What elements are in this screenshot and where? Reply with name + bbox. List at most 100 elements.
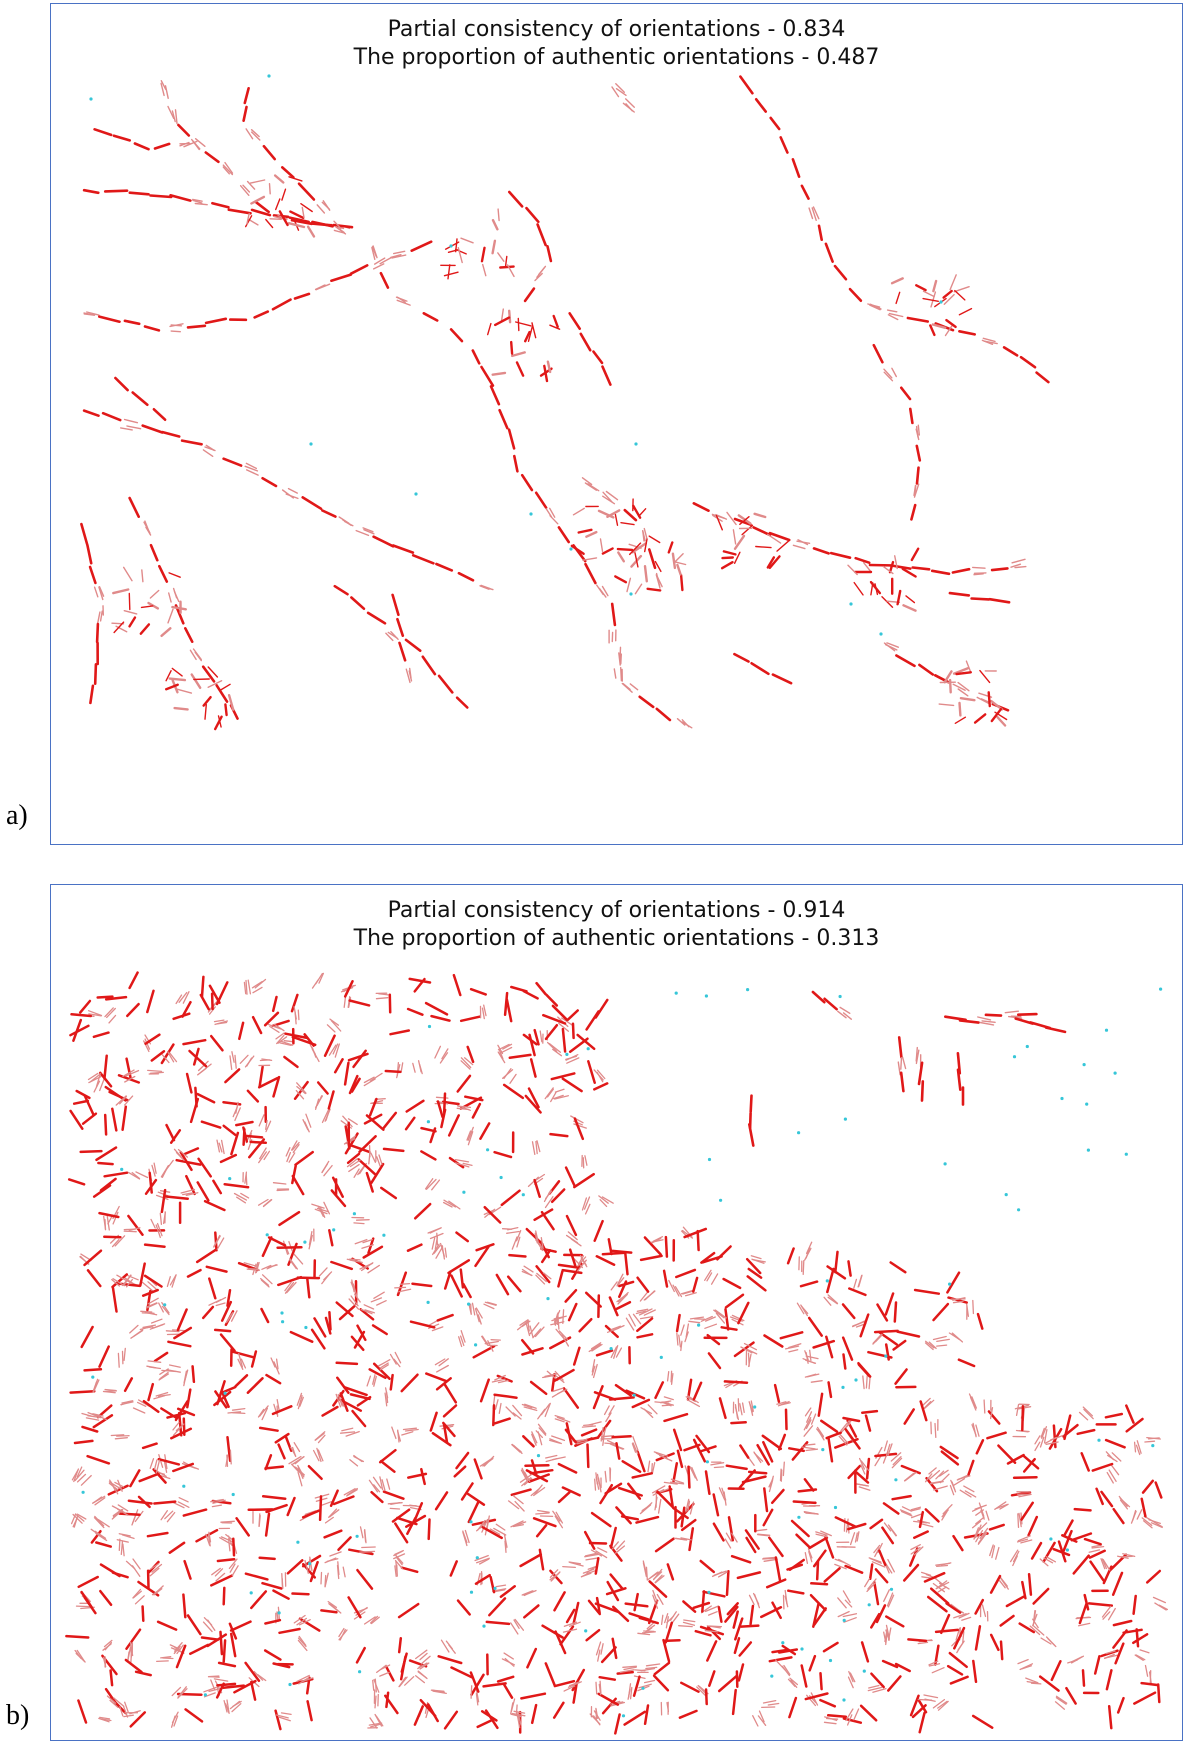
orientation-segment-faded xyxy=(957,1475,971,1480)
orientation-segment-authentic xyxy=(953,1626,966,1650)
orientation-segment-authentic xyxy=(812,547,830,555)
orientation-segment-authentic xyxy=(522,1435,535,1448)
orientation-segment-faded xyxy=(87,1415,102,1419)
orientation-segment-authentic xyxy=(191,1365,196,1384)
orientation-segment-authentic xyxy=(194,1086,198,1108)
orientation-segment-faded xyxy=(887,314,899,321)
orientation-segment-authentic xyxy=(143,325,161,332)
orientation-segment-authentic xyxy=(466,1045,475,1064)
orientation-segment-authentic xyxy=(128,191,150,196)
orientation-segment-cluster xyxy=(953,286,970,293)
orientation-segment-authentic xyxy=(333,1058,344,1074)
orientation-segment-authentic xyxy=(169,1129,182,1144)
orientation-segment-authentic xyxy=(244,1572,269,1581)
orientation-segment-authentic xyxy=(199,993,210,1011)
orientation-segment-faded xyxy=(431,1237,436,1250)
orientation-segment-faded xyxy=(347,1487,358,1496)
orientation-segment-authentic xyxy=(893,1301,898,1323)
orientation-segment-faded xyxy=(464,1529,470,1544)
orientation-segment-faded xyxy=(668,1279,675,1293)
orientation-segment-faded xyxy=(210,1498,224,1503)
orientation-segment-faded xyxy=(603,1405,610,1416)
point-marker xyxy=(697,1323,701,1327)
orientation-segment-authentic xyxy=(974,1625,982,1651)
orientation-segment-authentic xyxy=(379,271,390,289)
orientation-segment-authentic xyxy=(272,1589,290,1600)
orientation-segment-authentic xyxy=(882,1502,900,1515)
orientation-segment-faded xyxy=(682,1621,696,1626)
orientation-segment-authentic xyxy=(952,1534,964,1552)
point-marker xyxy=(89,97,93,101)
orientation-segment-authentic xyxy=(823,1567,841,1583)
orientation-segment-faded xyxy=(1110,1464,1120,1476)
orientation-segment-authentic xyxy=(999,1640,1004,1661)
orientation-segment-faded xyxy=(928,1467,937,1475)
orientation-segment-cluster xyxy=(617,551,625,563)
orientation-segment-authentic xyxy=(611,1249,633,1254)
orientation-segment-faded xyxy=(573,1123,587,1129)
orientation-segment-faded xyxy=(957,688,969,697)
orientation-segment-faded xyxy=(815,1531,828,1536)
orientation-segment-authentic xyxy=(186,324,207,329)
orientation-segment-authentic xyxy=(1112,1619,1133,1627)
orientation-segment-authentic xyxy=(860,1641,870,1663)
orientation-segment-authentic xyxy=(868,1563,874,1581)
orientation-segment-faded xyxy=(295,1089,305,1100)
orientation-segment-authentic xyxy=(561,1027,567,1053)
orientation-segment-faded xyxy=(215,1572,226,1582)
point-marker xyxy=(427,1024,432,1029)
orientation-segment-authentic xyxy=(590,1511,612,1528)
orientation-segment-authentic xyxy=(253,310,270,319)
orientation-segment-authentic xyxy=(733,1637,741,1655)
orientation-segment-faded xyxy=(1017,1513,1020,1529)
orientation-segment-authentic xyxy=(101,411,122,422)
orientation-segment-faded xyxy=(281,1573,284,1589)
orientation-segment-cluster xyxy=(531,322,537,339)
orientation-segment-authentic xyxy=(99,1589,113,1607)
orientation-segment-faded xyxy=(513,1619,520,1629)
point-marker xyxy=(842,1698,846,1702)
orientation-segment-faded xyxy=(619,1669,635,1673)
orientation-segment-faded xyxy=(191,198,203,202)
orientation-segment-authentic xyxy=(737,1663,745,1682)
orientation-segment-authentic xyxy=(1156,1683,1161,1704)
orientation-segment-faded xyxy=(293,1614,306,1624)
orientation-segment-authentic xyxy=(1083,1537,1102,1546)
orientation-segment-cluster xyxy=(954,289,966,301)
orientation-segment-faded xyxy=(1045,1441,1059,1446)
orientation-segment-faded xyxy=(867,1686,883,1692)
orientation-segment-authentic xyxy=(817,224,824,241)
orientation-segment-authentic xyxy=(909,1694,920,1717)
orientation-segment-faded xyxy=(129,1324,139,1334)
orientation-segment-faded xyxy=(982,337,996,343)
orientation-segment-faded xyxy=(222,166,231,175)
orientation-segment-faded xyxy=(991,1545,996,1559)
orientation-segment-faded xyxy=(212,1499,226,1504)
orientation-segment-authentic xyxy=(765,1578,787,1589)
orientation-segment-authentic xyxy=(638,695,655,709)
orientation-segment-authentic xyxy=(350,1077,361,1093)
orientation-segment-authentic xyxy=(309,1560,319,1583)
orientation-segment-faded xyxy=(554,1515,564,1529)
orientation-segment-faded xyxy=(155,1459,161,1474)
orientation-segment-authentic xyxy=(913,1530,929,1539)
orientation-segment-faded xyxy=(161,1054,170,1064)
orientation-segment-authentic xyxy=(90,1529,102,1544)
orientation-segment-faded xyxy=(883,1631,887,1644)
orientation-segment-authentic xyxy=(523,1604,540,1619)
orientation-segment-faded xyxy=(251,980,263,989)
orientation-segment-cluster xyxy=(626,577,632,593)
orientation-segment-authentic xyxy=(332,1389,345,1407)
orientation-segment-authentic xyxy=(206,1633,228,1648)
orientation-segment-faded xyxy=(1102,1611,1111,1620)
point-marker xyxy=(842,1618,846,1622)
orientation-segment-faded xyxy=(254,978,267,989)
orientation-segment-faded xyxy=(76,1466,83,1478)
orientation-segment-authentic xyxy=(310,1328,326,1350)
orientation-segment-faded xyxy=(887,1594,895,1608)
orientation-segment-faded xyxy=(213,1678,229,1682)
orientation-segment-faded xyxy=(435,1096,449,1099)
orientation-segment-faded xyxy=(550,1321,565,1326)
orientation-segment-authentic xyxy=(647,548,657,570)
orientation-segment-faded xyxy=(189,649,197,661)
